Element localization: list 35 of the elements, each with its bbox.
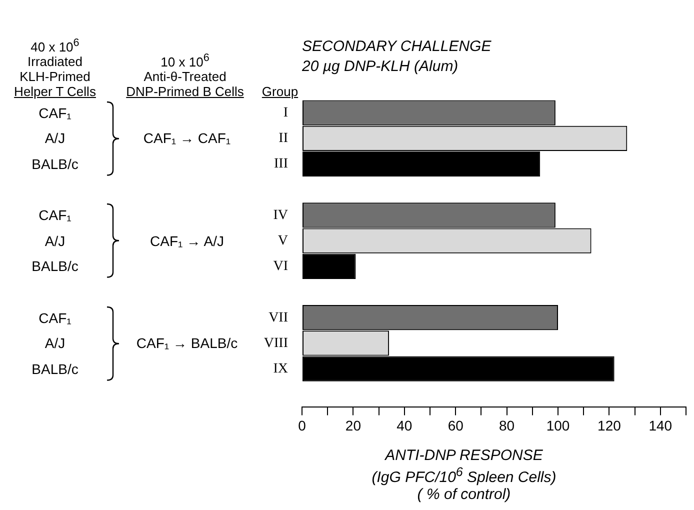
text: BALB/c (32, 156, 78, 172)
x-tick-label: 80 (499, 417, 515, 434)
x-tick-label: 100 (546, 417, 570, 434)
chart-title: SECONDARY CHALLENGE (302, 38, 492, 55)
y-tick-label: III (274, 156, 288, 172)
text: BALB/c (32, 258, 78, 274)
x-axis-title: ANTI-DNP RESPONSE (IgG PFC/10$^{6}$ Spleen Cells) ( % of control) (372, 447, 556, 504)
text: BALB/c (32, 360, 78, 377)
y-tick-label: VII (268, 310, 288, 326)
y-axis-title: Group (262, 84, 298, 99)
y-tick-label: IV (273, 208, 288, 223)
text: CAF₁ (38, 104, 72, 121)
text: 40 x 10$^{6}$ Irradiated KLH-Primed Helper T Cells (14, 36, 96, 100)
text: 10 x 10$^{6}$ Anti-θ-Treated DNP-Primed B Cells (126, 51, 244, 100)
y-tick-label: IX (273, 361, 288, 376)
text: A/J (44, 232, 66, 249)
x-tick-label: 20 (345, 417, 362, 434)
y-tick-label: V (278, 233, 288, 248)
text: A/J (44, 130, 66, 146)
x-tick-label: 140 (648, 417, 672, 434)
text: A/J (44, 335, 66, 352)
x-tick-label: 40 (396, 417, 412, 434)
y-tick-label: VI (273, 259, 288, 274)
chart-subtitle: 20 µg DNP-KLH (Alum) (302, 58, 458, 75)
text: CAF₁ → A/J (150, 232, 224, 249)
text: CAF₁ → CAF₁ (143, 130, 231, 146)
y-tick-label: VIII (264, 336, 288, 351)
text: CAF₁ (38, 207, 72, 224)
x-tick-label: 120 (598, 417, 622, 434)
y-tick-label: II (278, 131, 288, 146)
text: CAF₁ → BALB/c (136, 335, 238, 352)
y-tick-label: I (283, 105, 288, 120)
text: CAF₁ (38, 310, 72, 326)
x-tick-label: 0 (298, 417, 306, 434)
x-tick-label: 60 (448, 417, 464, 434)
